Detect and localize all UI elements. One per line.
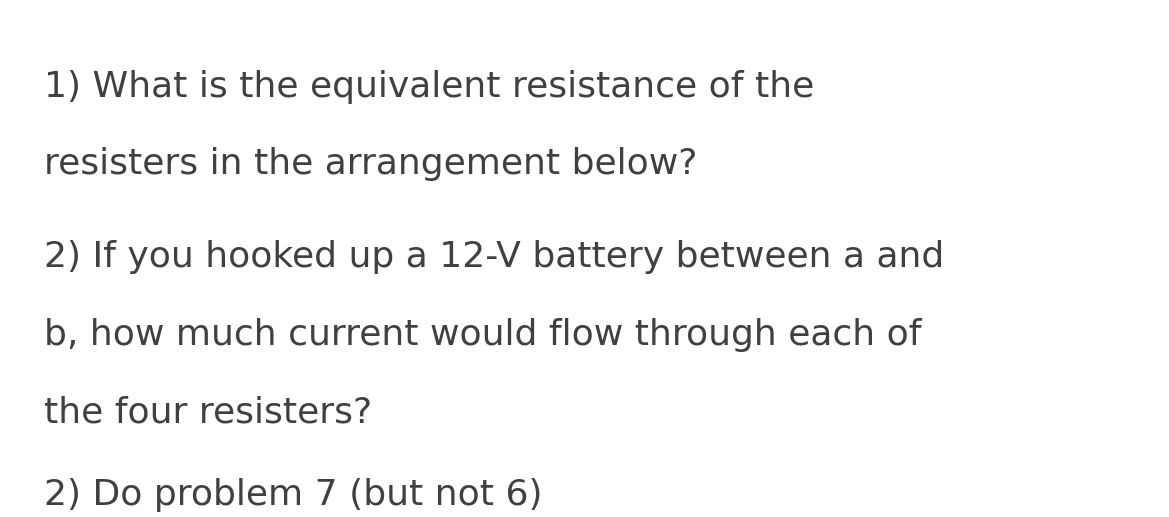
Text: resisters in the arrangement below?: resisters in the arrangement below?: [44, 147, 698, 181]
Text: 2) If you hooked up a 12-V battery between a and: 2) If you hooked up a 12-V battery betwe…: [44, 240, 945, 275]
Text: 2) Do problem 7 (but not 6): 2) Do problem 7 (but not 6): [44, 478, 542, 512]
Text: b, how much current would flow through each of: b, how much current would flow through e…: [44, 318, 922, 352]
Text: the four resisters?: the four resisters?: [44, 396, 373, 430]
Text: 1) What is the equivalent resistance of the: 1) What is the equivalent resistance of …: [44, 70, 815, 104]
